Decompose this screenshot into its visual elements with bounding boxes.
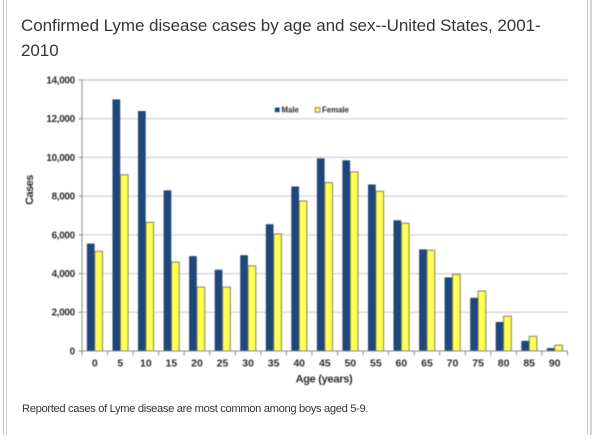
svg-text:6,000: 6,000 <box>52 230 76 241</box>
svg-text:30: 30 <box>242 358 254 370</box>
svg-text:4,000: 4,000 <box>52 269 76 280</box>
svg-text:85: 85 <box>523 358 535 370</box>
svg-text:90: 90 <box>549 358 561 370</box>
svg-text:75: 75 <box>472 358 484 370</box>
svg-text:80: 80 <box>498 358 510 370</box>
svg-text:65: 65 <box>421 358 433 370</box>
svg-text:0: 0 <box>70 346 76 357</box>
svg-text:8,000: 8,000 <box>52 192 76 203</box>
svg-text:Age (years): Age (years) <box>296 374 353 386</box>
svg-text:45: 45 <box>319 358 331 370</box>
svg-text:10,000: 10,000 <box>46 153 75 164</box>
svg-text:Female: Female <box>322 105 350 114</box>
svg-text:5: 5 <box>117 358 123 370</box>
svg-text:0: 0 <box>92 358 98 370</box>
svg-text:14,000: 14,000 <box>46 75 75 86</box>
svg-text:2,000: 2,000 <box>52 308 76 319</box>
svg-text:10: 10 <box>140 358 152 370</box>
svg-text:40: 40 <box>293 358 305 370</box>
svg-text:12,000: 12,000 <box>46 114 75 125</box>
svg-text:60: 60 <box>396 358 408 370</box>
svg-text:50: 50 <box>344 358 356 370</box>
svg-text:20: 20 <box>191 358 203 370</box>
svg-text:Male: Male <box>282 105 300 114</box>
svg-text:15: 15 <box>166 358 178 370</box>
svg-text:Cases: Cases <box>24 175 36 205</box>
svg-text:55: 55 <box>370 358 382 370</box>
svg-text:35: 35 <box>268 358 280 370</box>
svg-text:70: 70 <box>447 358 459 370</box>
svg-text:25: 25 <box>217 358 229 370</box>
